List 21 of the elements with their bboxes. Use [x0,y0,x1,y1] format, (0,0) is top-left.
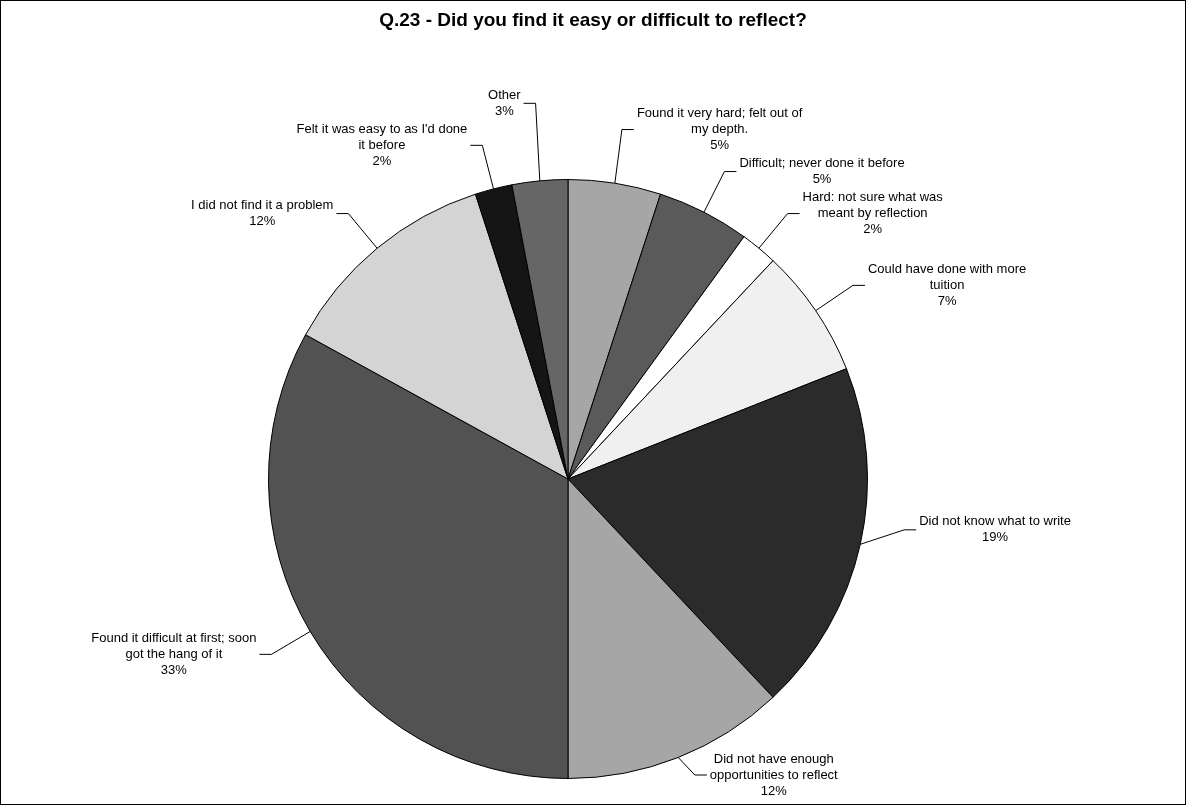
slice-label: Could have done with more tuition [867,260,1027,292]
data-label: 7% [937,292,957,308]
chart-title: Q.23 - Did you find it easy or difficult to reflect? [378,9,808,31]
slice-label: Other [488,86,522,102]
data-label: 2% [372,152,392,168]
data-label: 12% [760,782,788,798]
slice-label: Felt it was easy to as I'd done it before [296,120,468,152]
data-label: 33% [160,661,188,677]
slice-label: Difficult; never done it before [739,155,905,171]
data-label: 5% [812,171,832,187]
data-label: 2% [863,221,883,237]
slice-label: Hard: not sure what was meant by reflection [802,189,944,221]
data-label: 3% [494,102,515,118]
data-label: 19% [982,529,1009,545]
slice-label: Did not have enough opportunities to reflect [709,750,839,782]
data-label: 5% [710,137,730,153]
slice-label: Did not know what to write [919,513,1071,529]
data-label: 12% [249,213,276,229]
slice-label: I did not find it a problem [191,197,334,213]
slice-label: Found it very hard; felt out of my depth. [636,105,803,137]
slice-label: Found it difficult at first; soon got the hang of it [91,629,257,661]
